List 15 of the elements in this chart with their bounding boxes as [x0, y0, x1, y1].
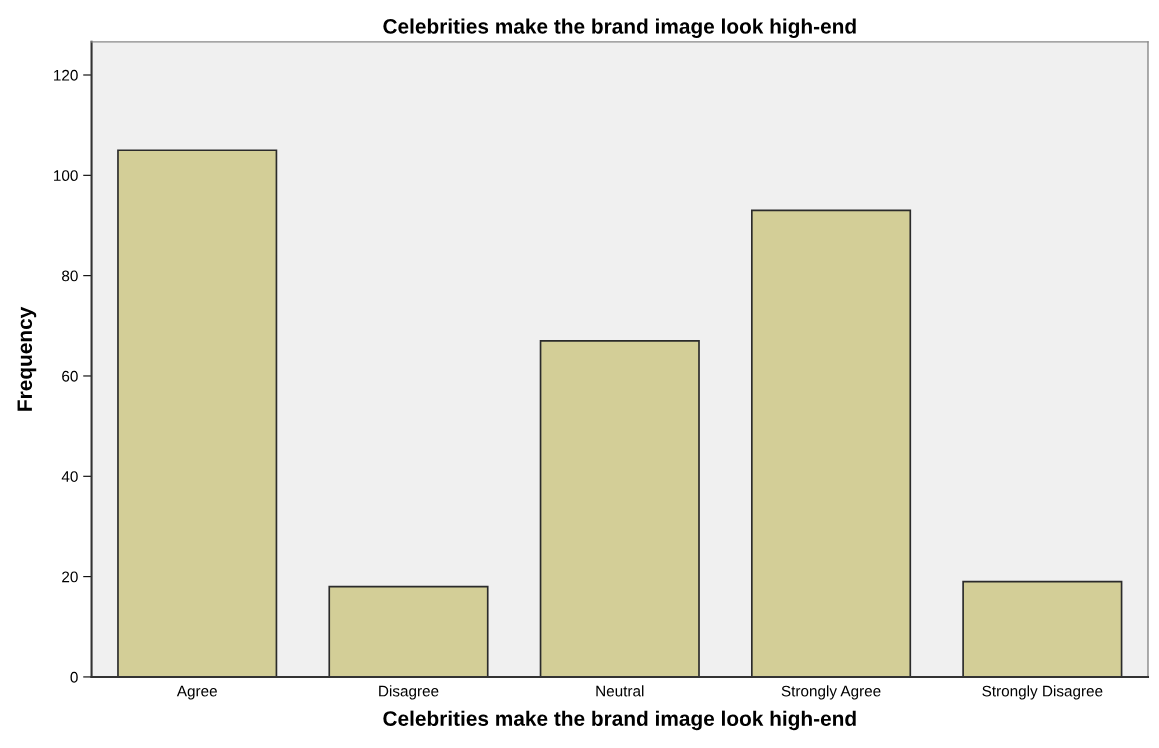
x-axis-title: Celebrities make the brand image look high-end — [383, 710, 856, 731]
y-tick-label: 80 — [62, 270, 78, 282]
x-tick-label: Agree — [176, 685, 217, 700]
chart-title: Celebrities make the brand image look high-end — [383, 18, 856, 38]
y-tick-label: 20 — [62, 571, 78, 583]
x-tick-label: Strongly Agree — [781, 685, 881, 700]
y-tick-label: 60 — [62, 370, 78, 382]
y-axis-title: Frequency — [17, 306, 37, 411]
y-tick-label: 100 — [54, 170, 78, 182]
x-tick-label: Strongly Disagree — [982, 685, 1103, 700]
y-tick-label: 40 — [61, 471, 78, 482]
y-tick-label: 0 — [70, 671, 78, 683]
y-tick-label: 120 — [54, 69, 78, 81]
x-tick-label: Neutral — [596, 685, 644, 697]
x-tick-label: Disagree — [379, 685, 439, 700]
